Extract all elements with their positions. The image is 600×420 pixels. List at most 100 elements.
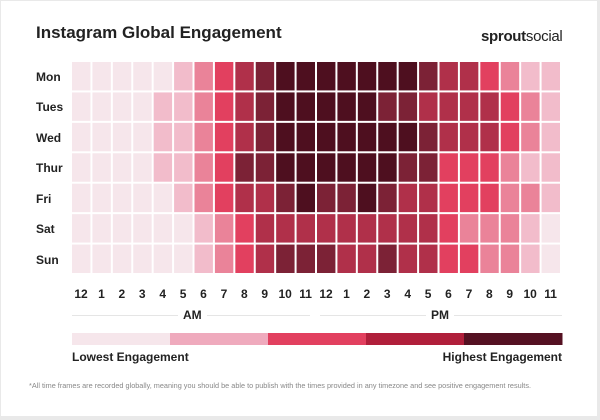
heatmap-cell bbox=[459, 244, 479, 273]
heatmap-cell bbox=[459, 183, 479, 213]
hour-label: 7 bbox=[465, 287, 473, 301]
heatmap-cell bbox=[541, 183, 560, 213]
footnote: *All time frames are recorded globally, … bbox=[29, 381, 532, 390]
heatmap-cell bbox=[276, 214, 295, 243]
heatmap-cell bbox=[112, 244, 132, 273]
heatmap-cell bbox=[112, 153, 132, 182]
heatmap-cell bbox=[296, 122, 315, 152]
heatmap-cell bbox=[194, 214, 213, 243]
heatmap-cell bbox=[500, 92, 520, 121]
heatmap-cell bbox=[133, 62, 152, 91]
row-label-tues: Tues bbox=[36, 100, 64, 115]
heatmap-cell bbox=[317, 183, 336, 213]
heatmap-cell bbox=[378, 183, 397, 213]
heatmap-cell bbox=[317, 244, 336, 273]
heatmap-cell bbox=[112, 92, 132, 121]
heatmap-cell bbox=[255, 153, 275, 182]
heatmap-cell bbox=[174, 153, 193, 182]
heatmap-cell bbox=[255, 122, 275, 152]
heatmap-cell bbox=[398, 122, 418, 152]
heatmap-cell bbox=[357, 153, 377, 182]
heatmap-cell bbox=[398, 62, 418, 91]
heatmap-cell bbox=[296, 244, 315, 273]
heatmap-cell bbox=[133, 92, 152, 121]
heatmap-cell bbox=[357, 183, 377, 213]
heatmap-cell bbox=[255, 92, 275, 121]
hour-label: 4 bbox=[404, 287, 411, 301]
row-label-mon: Mon bbox=[36, 70, 61, 84]
heatmap-cell bbox=[133, 214, 152, 243]
heatmap-cell bbox=[133, 153, 152, 182]
heatmap-cell bbox=[480, 214, 499, 243]
heatmap-cell bbox=[194, 92, 213, 121]
heatmap-cell bbox=[255, 62, 275, 91]
heatmap-cell bbox=[480, 244, 499, 273]
heatmap-cell bbox=[357, 62, 377, 91]
hour-label: 12 bbox=[319, 287, 333, 301]
heatmap-cell bbox=[317, 122, 336, 152]
hour-label: 1 bbox=[98, 287, 105, 301]
heatmap-cell bbox=[296, 183, 315, 213]
heatmap-cell bbox=[398, 214, 418, 243]
heatmap-cell bbox=[521, 214, 540, 243]
heatmap-cell bbox=[357, 92, 377, 121]
heatmap-cell bbox=[357, 214, 377, 243]
heatmap-cell bbox=[296, 153, 315, 182]
heatmap-cell bbox=[296, 62, 315, 91]
heatmap-cell bbox=[133, 183, 152, 213]
heatmap-cell bbox=[337, 183, 356, 213]
hour-label: 2 bbox=[118, 287, 126, 301]
row-label-fri: Fri bbox=[36, 191, 52, 206]
heatmap-cell bbox=[214, 214, 234, 243]
heatmap-cell bbox=[72, 214, 91, 243]
heatmap-cell bbox=[317, 214, 336, 243]
heatmap-cell bbox=[459, 62, 479, 91]
hour-label: 11 bbox=[299, 287, 312, 301]
heatmap-cell bbox=[521, 244, 540, 273]
heatmap-cell bbox=[419, 62, 438, 91]
heatmap-cell bbox=[72, 153, 91, 182]
heatmap-cell bbox=[357, 122, 377, 152]
heatmap-cell bbox=[276, 153, 295, 182]
heatmap-cell bbox=[419, 183, 438, 213]
row-label-sun: Sun bbox=[36, 252, 59, 267]
heatmap-cell bbox=[92, 122, 111, 152]
heatmap-cell bbox=[194, 122, 213, 152]
hour-label: 5 bbox=[424, 287, 432, 301]
heatmap-cell bbox=[317, 62, 336, 91]
heatmap-cell bbox=[194, 62, 213, 91]
heatmap-cell bbox=[255, 244, 275, 273]
heatmap-cell bbox=[439, 183, 458, 213]
heatmap-cell bbox=[235, 62, 254, 91]
heatmap-cell bbox=[72, 92, 91, 121]
heatmap-cell bbox=[174, 183, 193, 213]
legend-swatch bbox=[72, 333, 171, 345]
heatmap-cell bbox=[500, 214, 520, 243]
heatmap-cell bbox=[480, 153, 499, 182]
heatmap-cell bbox=[174, 244, 193, 273]
heatmap-cell bbox=[521, 62, 540, 91]
heatmap-cell bbox=[480, 183, 499, 213]
heatmap-cell bbox=[419, 92, 438, 121]
heatmap-cell bbox=[72, 122, 91, 152]
heatmap-cell bbox=[276, 183, 295, 213]
heatmap-cell bbox=[153, 153, 173, 182]
heatmap-cell bbox=[521, 153, 540, 182]
heatmap-cell bbox=[92, 214, 111, 243]
heatmap-cell bbox=[378, 92, 397, 121]
heatmap-cell bbox=[235, 244, 254, 273]
heatmap-cell bbox=[92, 62, 111, 91]
heatmap-cell bbox=[276, 122, 295, 152]
heatmap-cell bbox=[459, 92, 479, 121]
heatmap-cell bbox=[398, 244, 418, 273]
heatmap-cell bbox=[398, 92, 418, 121]
heatmap-cell bbox=[214, 122, 234, 152]
heatmap-cell bbox=[439, 92, 458, 121]
heatmap-cell bbox=[337, 62, 356, 91]
hour-label: 2 bbox=[363, 287, 371, 301]
heatmap-cell bbox=[296, 92, 315, 121]
hour-label: 10 bbox=[523, 287, 537, 301]
heatmap-cell bbox=[72, 183, 91, 213]
chart-title: Instagram Global Engagement bbox=[36, 23, 282, 42]
row-label-thur: Thur bbox=[36, 161, 63, 176]
